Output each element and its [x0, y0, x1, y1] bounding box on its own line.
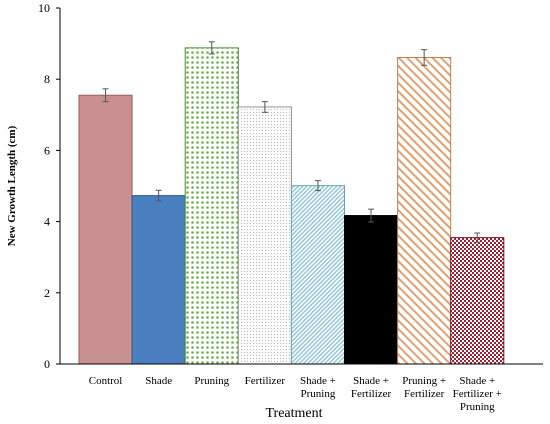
x-axis-category-labels: Control Shade Pruning Fertilizer Shade + Prun… [89, 375, 502, 413]
category-label-3: Fertilizer [245, 375, 286, 387]
category-label-5: Shade + Fertilizer [351, 375, 392, 400]
category-label-0: Control [89, 375, 123, 387]
category-label-line: Shade + [459, 375, 495, 387]
category-label-line: Fertilizer [351, 388, 392, 400]
bar-6 [397, 56, 452, 365]
category-label-line: Shade + [300, 375, 336, 387]
category-label-1: Shade [145, 375, 172, 387]
category-label-4: Shade + Pruning [300, 375, 336, 400]
y-tick-label: 0 [44, 357, 50, 371]
category-label-line: Pruning + [402, 375, 446, 387]
bars-group [78, 47, 505, 365]
category-label-line: Pruning [194, 375, 229, 387]
category-label-line: Fertilizer + [453, 388, 502, 400]
bar-5 [344, 215, 399, 365]
y-tick-label: 4 [44, 215, 50, 229]
category-label-line: Shade + [353, 375, 389, 387]
y-tick-label: 8 [44, 72, 50, 86]
y-tick-label: 10 [38, 1, 50, 15]
category-label-line: Fertilizer [404, 388, 445, 400]
category-label-7: Shade + Fertilizer + Pruning [453, 375, 502, 413]
y-axis-ticks: 0 2 4 6 8 10 [38, 1, 60, 371]
error-bars-group [102, 41, 481, 243]
bar-2 [184, 47, 239, 365]
category-label-line: Pruning [460, 401, 495, 413]
bar-7 [450, 237, 505, 365]
y-tick-label: 6 [44, 143, 50, 157]
bar-4 [290, 185, 345, 365]
bar-1 [131, 195, 186, 365]
bar-0 [78, 94, 133, 365]
y-tick-label: 2 [44, 286, 50, 300]
category-label-line: Fertilizer [245, 375, 286, 387]
bar-3 [237, 106, 292, 365]
category-label-6: Pruning + Fertilizer [402, 375, 446, 400]
category-label-line: Pruning [301, 388, 336, 400]
category-label-2: Pruning [194, 375, 229, 387]
x-axis-label: Treatment [265, 406, 322, 421]
category-label-line: Control [89, 375, 123, 387]
category-label-line: Shade [145, 375, 172, 387]
y-axis-label: New Growth Length (cm) [6, 125, 18, 246]
